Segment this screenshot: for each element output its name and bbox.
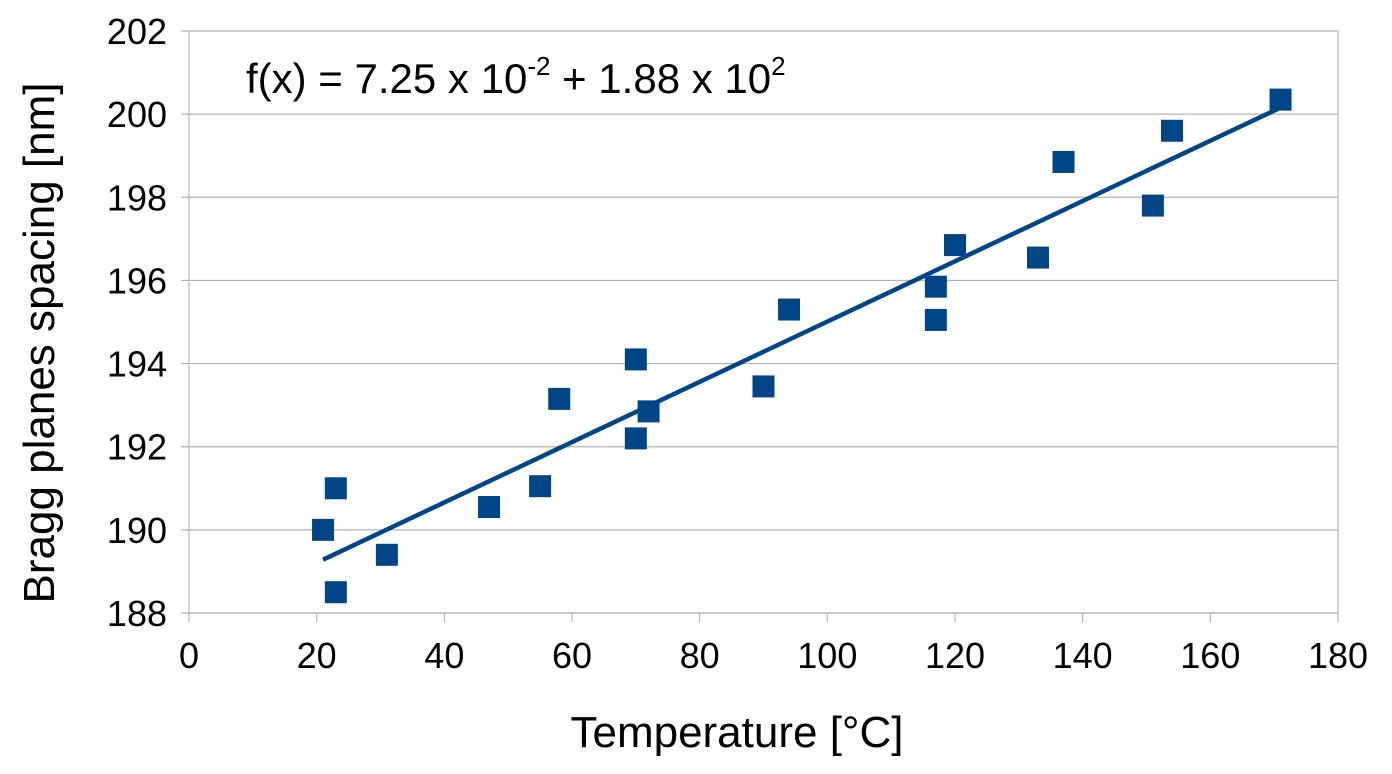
x-tick-label-100: 100 xyxy=(797,635,857,676)
data-point-2 xyxy=(324,477,347,500)
trendline-equation: f(x) = 7.25 x 10-2 + 1.88 x 102 xyxy=(246,51,786,102)
data-point-4 xyxy=(375,543,398,566)
x-tick-label-60: 60 xyxy=(552,635,592,676)
y-tick-label-202: 202 xyxy=(107,11,167,52)
y-tick-label-188: 188 xyxy=(107,593,167,634)
x-tick-label-20: 20 xyxy=(297,635,337,676)
equation-prefix: f(x) = 7.25 x 10 xyxy=(246,55,527,102)
equation-exponent-1: -2 xyxy=(527,51,550,81)
y-tick-label-192: 192 xyxy=(107,427,167,468)
data-point-1 xyxy=(312,518,335,541)
data-point-16 xyxy=(1026,246,1049,269)
equation-middle: + 1.88 x 10 xyxy=(550,55,771,102)
y-tick-label-198: 198 xyxy=(107,177,167,218)
x-tick-label-180: 180 xyxy=(1308,635,1368,676)
data-point-10 xyxy=(637,400,660,423)
data-point-3 xyxy=(324,581,347,604)
data-point-11 xyxy=(752,375,775,398)
y-tick-label-196: 196 xyxy=(107,260,167,301)
trendline-group xyxy=(322,105,1282,562)
x-tick-label-140: 140 xyxy=(1053,635,1113,676)
data-point-14 xyxy=(924,275,947,298)
data-point-8 xyxy=(624,348,647,371)
trendline xyxy=(322,105,1282,562)
data-points xyxy=(312,88,1292,604)
y-tick-label-200: 200 xyxy=(107,94,167,135)
x-tick-label-0: 0 xyxy=(179,635,199,676)
data-point-17 xyxy=(1052,150,1075,173)
y-axis-title: Bragg planes spacing [nm] xyxy=(15,83,64,604)
y-tick-label-190: 190 xyxy=(107,510,167,551)
data-point-20 xyxy=(1269,88,1292,111)
data-point-5 xyxy=(478,495,501,518)
data-point-6 xyxy=(529,475,552,498)
x-axis-title: Temperature [°C] xyxy=(570,708,903,757)
grid-lines xyxy=(181,30,1339,622)
data-point-12 xyxy=(778,298,801,321)
data-point-13 xyxy=(924,308,947,331)
equation-exponent-2: 2 xyxy=(771,51,785,81)
x-tick-label-120: 120 xyxy=(925,635,985,676)
x-tick-label-160: 160 xyxy=(1180,635,1240,676)
data-point-7 xyxy=(548,387,571,410)
data-point-19 xyxy=(1161,119,1184,142)
axes xyxy=(188,31,1339,614)
y-tick-label-194: 194 xyxy=(107,344,167,385)
data-point-18 xyxy=(1141,194,1164,217)
x-tick-label-80: 80 xyxy=(680,635,720,676)
x-tick-label-40: 40 xyxy=(424,635,464,676)
data-point-9 xyxy=(624,427,647,450)
data-point-15 xyxy=(944,234,966,257)
